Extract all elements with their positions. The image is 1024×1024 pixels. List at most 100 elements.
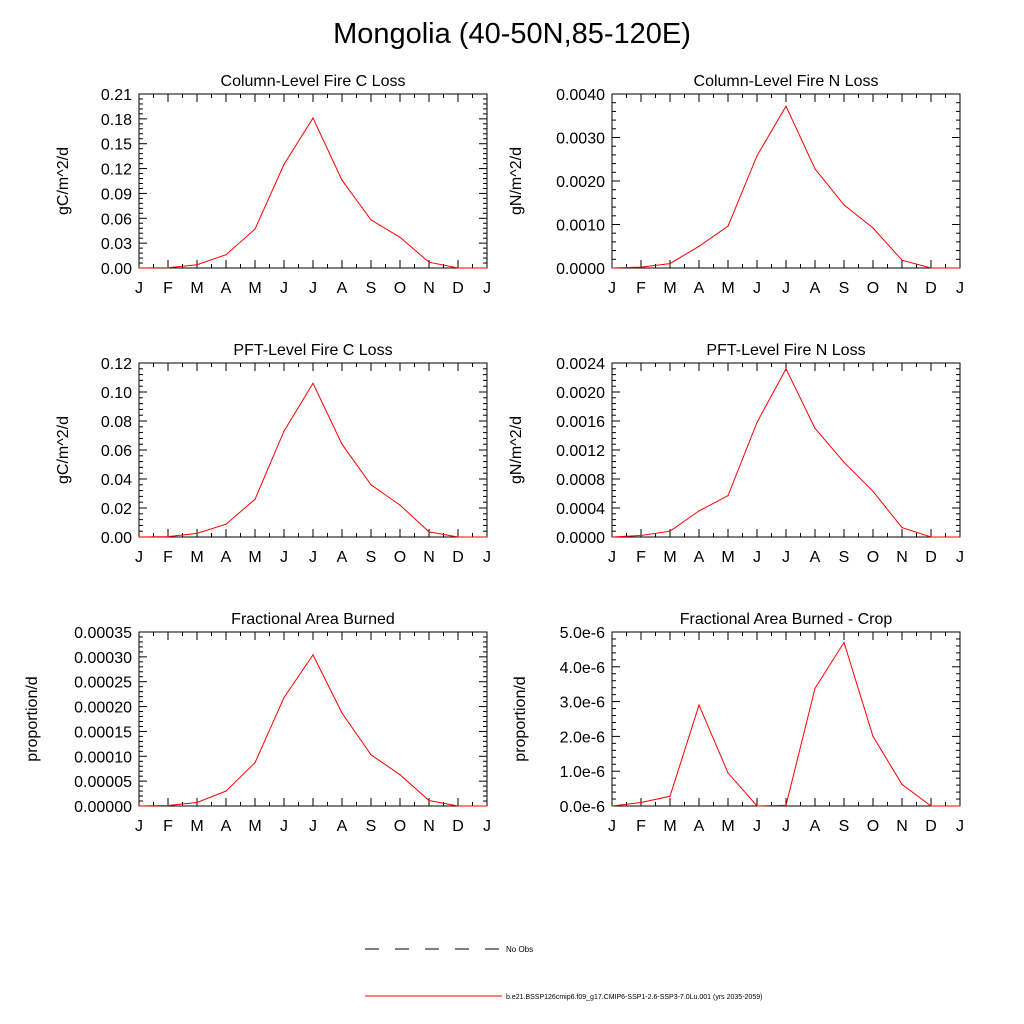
plot-frame: [611, 362, 961, 538]
x-tick-label: J: [483, 280, 491, 297]
data-point: [138, 536, 140, 538]
x-tick-label: J: [309, 549, 317, 566]
data-point: [370, 484, 372, 486]
data-point: [428, 261, 430, 263]
data-point: [785, 804, 787, 806]
x-tick-label: N: [896, 818, 908, 835]
data-point: [611, 536, 613, 538]
data-point: [669, 263, 671, 265]
y-tick-label: 0.02: [101, 501, 132, 518]
panel-title: Fractional Area Burned - Crop: [680, 611, 893, 628]
y-tick-label: 0.00035: [74, 625, 132, 642]
x-tick-label: J: [135, 818, 143, 835]
data-point: [225, 254, 227, 256]
legend: No Obs b.e21.BSSP126cmip6.f09_g17.CMIP6-…: [365, 945, 762, 1001]
x-tick-label: M: [663, 818, 676, 835]
x-tick-label: J: [956, 280, 964, 297]
data-point: [341, 712, 343, 714]
x-tick-label: A: [694, 280, 705, 297]
y-tick-label: 0.00010: [74, 749, 132, 766]
chart-panel-6: J F M A M J J A S O N D J0.0e-61.0e-62.0e-63.0e-64.0…: [512, 611, 964, 835]
x-tick-label: J: [280, 549, 288, 566]
panel-title: Fractional Area Burned: [231, 611, 395, 628]
panel-title: Column-Level Fire C Loss: [221, 73, 406, 90]
x-tick-label: O: [394, 549, 406, 566]
data-point: [167, 267, 169, 269]
x-tick-label: J: [135, 549, 143, 566]
x-tick-label: N: [896, 549, 908, 566]
data-point: [138, 267, 140, 269]
x-tick-label: A: [221, 549, 232, 566]
data-point: [611, 267, 613, 269]
x-tick-label: M: [190, 549, 203, 566]
chart-panel-4: J F M A M J J A S O N D J0.00000.00040.00080.00120.0…: [508, 342, 964, 566]
x-tick-label: F: [636, 280, 646, 297]
x-tick-label: F: [163, 818, 173, 835]
legend-obs-label: No Obs: [506, 945, 533, 954]
data-point: [428, 799, 430, 802]
data-point: [428, 531, 430, 533]
x-tick-label: A: [337, 818, 348, 835]
x-tick-label: M: [663, 549, 676, 566]
data-point: [312, 654, 314, 656]
x-tick-label: J: [135, 280, 143, 297]
x-tick-label: A: [810, 818, 821, 835]
plot-frame: [138, 93, 488, 269]
data-point: [138, 805, 140, 807]
data-point: [457, 267, 459, 269]
data-point: [196, 801, 198, 804]
data-point: [959, 536, 961, 538]
data-point: [167, 535, 169, 538]
x-tick-label: J: [753, 280, 761, 297]
x-tick-label: J: [280, 280, 288, 297]
data-point: [225, 523, 227, 525]
x-tick-label: O: [867, 549, 879, 566]
data-point: [370, 754, 372, 756]
y-tick-label: 1.0e-6: [560, 764, 605, 781]
chart-panel-1: J F M A M J J A S O N D J0.000.030.060.090.120.150.1…: [55, 73, 491, 297]
x-tick-label: J: [309, 280, 317, 297]
y-tick-label: 5.0e-6: [560, 625, 605, 642]
x-tick-label: N: [423, 818, 435, 835]
y-axis-label: gN/m^2/d: [508, 416, 525, 484]
data-point: [930, 267, 932, 269]
data-point: [225, 790, 227, 792]
x-tick-label: O: [867, 818, 879, 835]
x-tick-label: J: [608, 280, 616, 297]
data-point: [756, 155, 758, 157]
y-tick-label: 0.12: [101, 162, 132, 179]
data-point: [785, 368, 787, 370]
data-point: [814, 168, 816, 170]
x-tick-label: N: [423, 549, 435, 566]
series-line: [611, 641, 960, 807]
panel-title: PFT-Level Fire N Loss: [706, 342, 865, 359]
y-tick-label: 4.0e-6: [560, 660, 605, 677]
x-tick-label: J: [753, 549, 761, 566]
x-tick-label: A: [694, 818, 705, 835]
data-point: [872, 227, 874, 229]
data-point: [727, 225, 729, 227]
y-tick-label: 0.04: [101, 472, 132, 489]
y-axis-label: gC/m^2/d: [55, 147, 72, 215]
chart-panel-3: J F M A M J J A S O N D J0.000.020.040.060.080.100.1…: [55, 342, 491, 566]
data-point: [312, 117, 314, 119]
data-point: [814, 427, 816, 429]
y-tick-label: 0.00020: [74, 700, 132, 717]
y-tick-label: 0.0030: [556, 131, 605, 148]
x-tick-label: J: [608, 818, 616, 835]
y-tick-label: 0.0000: [556, 261, 605, 278]
x-tick-label: A: [810, 549, 821, 566]
x-tick-label: S: [839, 549, 850, 566]
data-point: [640, 534, 642, 537]
y-tick-label: 0.10: [101, 385, 132, 402]
x-tick-label: D: [925, 280, 937, 297]
x-tick-label: D: [925, 549, 937, 566]
x-tick-label: D: [452, 280, 464, 297]
data-point: [669, 795, 671, 797]
data-point: [930, 805, 932, 807]
x-tick-label: O: [394, 280, 406, 297]
y-axis-label: gC/m^2/d: [55, 416, 72, 484]
plot-frame: [611, 93, 961, 269]
y-tick-label: 0.0010: [556, 218, 605, 235]
